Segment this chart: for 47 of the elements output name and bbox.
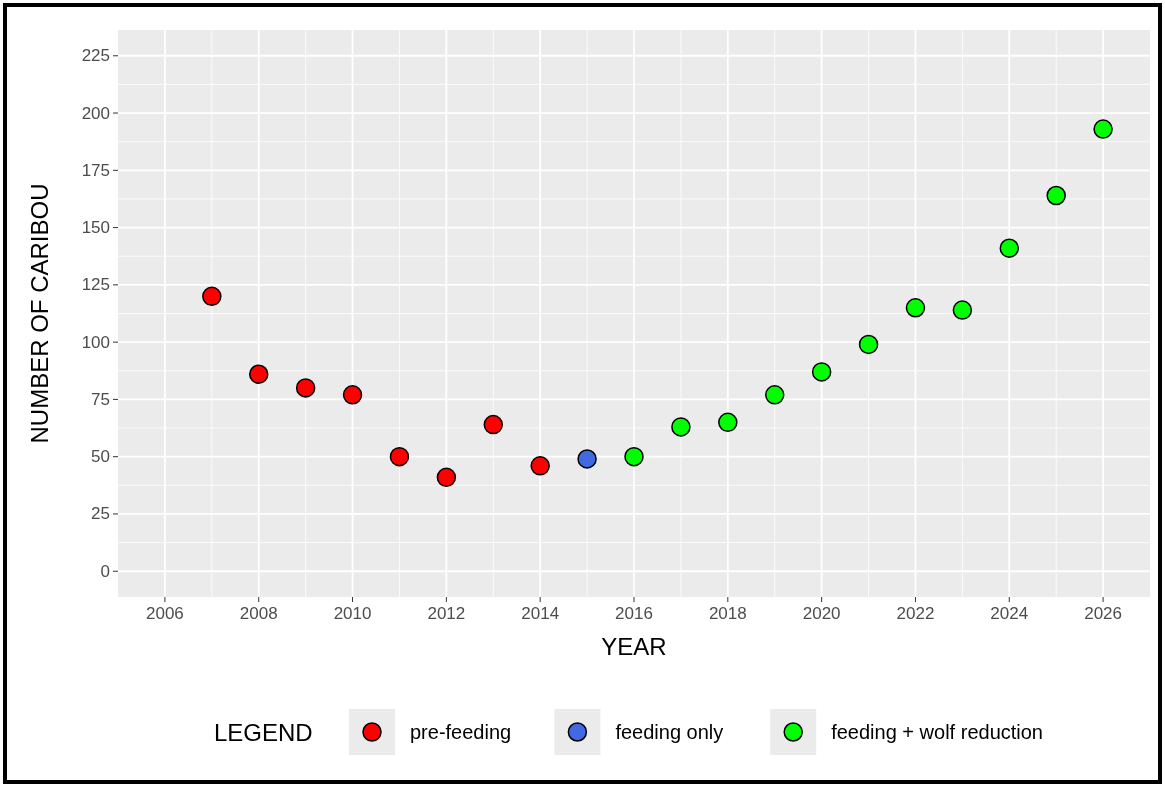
point [389,446,410,467]
point [483,414,504,435]
point [718,412,738,433]
x-tick-label: 2006 [146,604,184,623]
legend-title: LEGEND [214,718,313,746]
point [248,364,269,384]
point [905,298,926,318]
x-tick-label: 2018 [708,604,747,623]
x-tick-label: 2016 [615,604,653,623]
y-tick-label: 150 [81,218,110,238]
y-tick-label: 50 [91,447,110,467]
point [624,446,644,467]
x-tick-label: 2008 [239,604,278,623]
point [858,334,879,355]
y-tick-label: 175 [81,160,110,180]
point [342,385,363,405]
legend-label: feeding + wolf reduction [831,721,1044,743]
point [1093,119,1113,139]
point [811,362,832,382]
x-tick-label: 2024 [990,604,1029,623]
x-tick-label: 2026 [1084,604,1123,623]
point [671,417,691,437]
point [530,456,550,476]
y-tick-label: 200 [81,103,110,123]
legend-label: pre-feeding [410,721,512,743]
x-axis-title: YEAR [601,633,667,660]
y-tick-label: 125 [81,275,110,295]
x-tick-label: 2012 [427,604,466,623]
legend-label: feeding only [615,721,724,743]
y-tick-label: 225 [81,46,110,66]
point [764,385,785,405]
y-tick-label: 100 [81,332,110,352]
y-axis-title: NUMBER OF CARIBOU [26,183,53,444]
point [999,238,1020,258]
point [436,467,457,488]
point [952,300,973,320]
y-tick-label: 0 [100,561,110,581]
x-tick-label: 2020 [802,604,841,623]
y-tick-label: 25 [91,504,110,524]
x-tick-label: 2010 [333,604,372,623]
y-tick-label: 75 [91,389,110,409]
point [295,378,316,398]
point [577,449,597,469]
x-tick-label: 2014 [521,604,560,623]
point [1046,185,1066,206]
x-tick-label: 2022 [896,604,935,623]
point [202,286,222,307]
